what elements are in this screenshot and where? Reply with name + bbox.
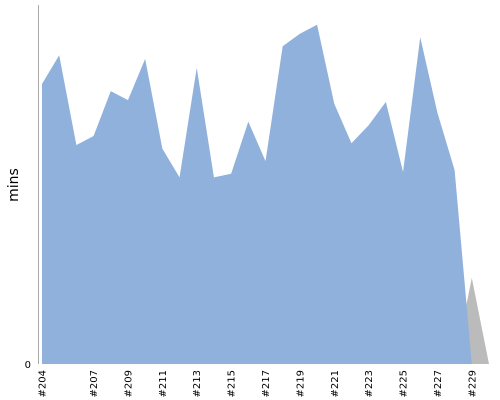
x-tick-label: #221 <box>330 370 341 397</box>
x-tick-label: #204 <box>38 370 49 397</box>
x-tick-label: #225 <box>399 370 410 397</box>
x-tick-label: #209 <box>124 370 135 397</box>
x-tick-label: #215 <box>227 370 238 397</box>
x-tick-label: #227 <box>433 370 444 397</box>
x-tick-label: #211 <box>158 370 169 397</box>
x-tick-label: #223 <box>364 370 375 397</box>
x-tick-label: #217 <box>261 370 272 397</box>
x-tick-label: #229 <box>467 370 478 397</box>
x-tick-label: #207 <box>89 370 100 397</box>
series-area-0 <box>42 24 489 364</box>
x-tick-label: #213 <box>192 370 203 397</box>
y-tick-labels: 0 <box>25 360 31 371</box>
x-tick-labels: #204 #207 #209 #211 #213 #215 #217 #219 #221 #223… <box>38 370 479 397</box>
series-areas <box>42 24 489 364</box>
y-axis-title: mins <box>6 168 22 202</box>
x-tick-label: #219 <box>295 370 306 397</box>
y-tick-label: 0 <box>25 360 31 371</box>
